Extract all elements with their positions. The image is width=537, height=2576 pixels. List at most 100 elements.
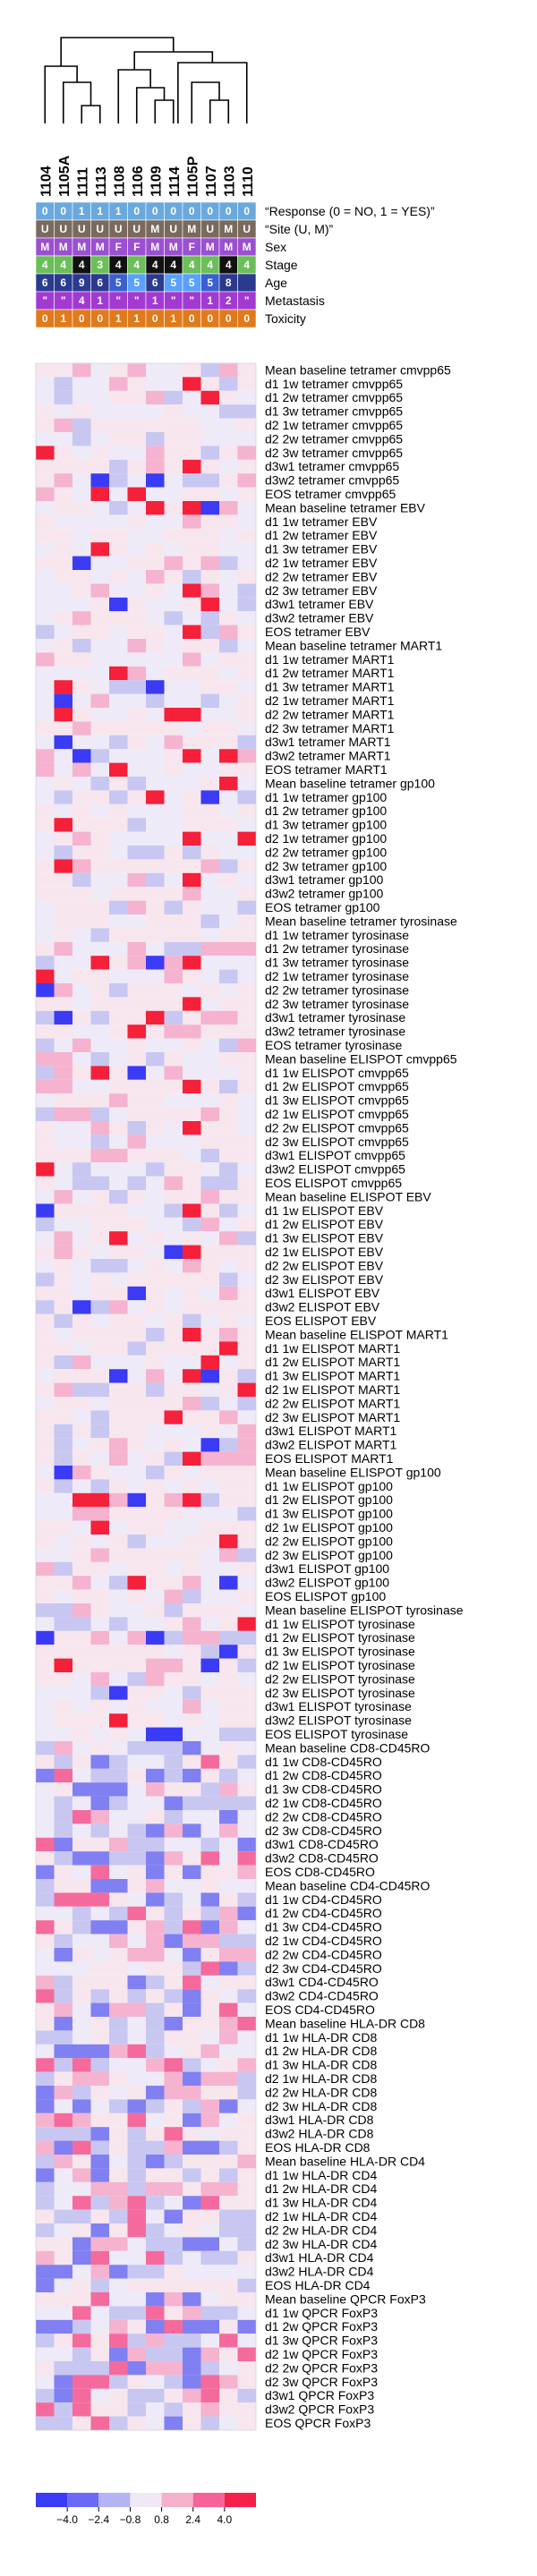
heatmap-cell [72,1162,91,1177]
covariate-value: 5 [207,276,213,289]
heatmap-cell [54,1355,72,1370]
heatmap-cell [183,887,201,901]
heatmap-cell [164,1906,183,1921]
heatmap-cell [90,2278,109,2292]
heatmap-cell [200,1824,219,1838]
heatmap-cell [36,680,55,694]
heatmap-cell [109,2347,128,2361]
heatmap-cell [109,1576,128,1590]
heatmap-cell [36,1066,55,1080]
heatmap-cell [127,1466,146,1480]
heatmap-cell [164,1561,183,1577]
covariate-value: 0 [133,205,140,217]
heatmap-cell [237,1286,256,1301]
heatmap-cell [127,1492,146,1508]
heatmap-cell [219,1824,238,1838]
heatmap-cell [54,1451,72,1466]
heatmap-cell [146,762,165,777]
heatmap-cell [164,1520,183,1535]
heatmap-cell [54,1535,72,1549]
heatmap-cell [237,1645,256,1659]
heatmap-cell [127,887,146,901]
heatmap-cell [127,2402,146,2417]
heatmap-cell [237,556,256,570]
heatmap-cell [127,790,146,804]
heatmap-cell [237,997,256,1011]
heatmap-cell [54,487,72,501]
heatmap-cell [200,1837,219,1852]
heatmap-cell [164,708,183,722]
heatmap-cell [72,1948,91,1962]
heatmap-cell [127,2002,146,2017]
heatmap-cell [36,1851,55,1866]
heatmap-cell [183,1079,201,1094]
heatmap-cell [127,2071,146,2086]
heatmap-cell [90,625,109,639]
heatmap-cell [183,693,201,708]
heatmap-cell [219,2306,238,2320]
heatmap-cell [36,693,55,708]
heatmap-cell [127,803,146,819]
heatmap-cell [72,928,91,942]
heatmap-cell [72,1492,91,1508]
heatmap-cell [90,1424,109,1439]
heatmap-cell [200,2044,219,2059]
heatmap-cell [109,721,128,735]
covariate-value: M [187,223,196,235]
heatmap-cell [183,2278,201,2292]
heatmap-cell [36,1975,55,1990]
heatmap-cell [146,1466,165,1480]
heatmap-cell [146,708,165,722]
heatmap-cell [237,1920,256,1934]
heatmap-cell [164,1727,183,1741]
heatmap-cell [146,749,165,763]
heatmap-cell [219,1989,238,2003]
covariate-value: M [96,241,105,253]
heatmap-cell [54,473,72,488]
heatmap-cell [36,625,55,639]
heatmap-cell [219,1162,238,1177]
heatmap-cell [109,2334,128,2348]
heatmap-cell [219,1658,238,1672]
heatmap-cell [219,501,238,515]
heatmap-cell [146,446,165,460]
heatmap-cell [237,1686,256,1700]
heatmap-cell [200,404,219,419]
heatmap-cell [127,2416,146,2430]
heatmap-cell [54,1658,72,1672]
heatmap-cell [237,859,256,873]
row-label: d1 1w tetramer EBV [265,514,378,529]
heatmap-cell [200,762,219,777]
row-label: Mean baseline ELISPOT cmvpp65 [265,1051,457,1066]
heatmap-cell [54,432,72,446]
heatmap-cell [127,1162,146,1177]
heatmap-cell [72,2044,91,2059]
heatmap-cell [72,2113,91,2128]
heatmap-cell [72,1286,91,1301]
heatmap-cell [36,583,55,598]
row-label: d2 2w ELISPOT tyrosinase [265,1671,415,1686]
heatmap-cell [127,2319,146,2334]
heatmap-cell [200,1535,219,1549]
heatmap-cell [54,666,72,681]
heatmap-cell [237,1782,256,1797]
covariate-value: 5 [170,276,176,289]
heatmap-cell [183,2265,201,2279]
heatmap-cell [237,1245,256,1259]
heatmap-cell [146,1561,165,1577]
heatmap-cell [237,1589,256,1603]
heatmap-cell [72,542,91,557]
heatmap-cell [127,1355,146,1370]
heatmap-cell [237,1892,256,1907]
heatmap-cell [109,790,128,804]
heatmap-cell [183,983,201,998]
heatmap-cell [219,1520,238,1535]
covariate-value: 0 [189,312,195,325]
heatmap-cell [90,1755,109,1769]
heatmap-cell [54,1341,72,1356]
heatmap-cell [36,2319,55,2334]
heatmap-cell [54,1589,72,1603]
heatmap-cell [200,2278,219,2292]
heatmap-cell [237,1176,256,1190]
heatmap-cell [183,2361,201,2376]
